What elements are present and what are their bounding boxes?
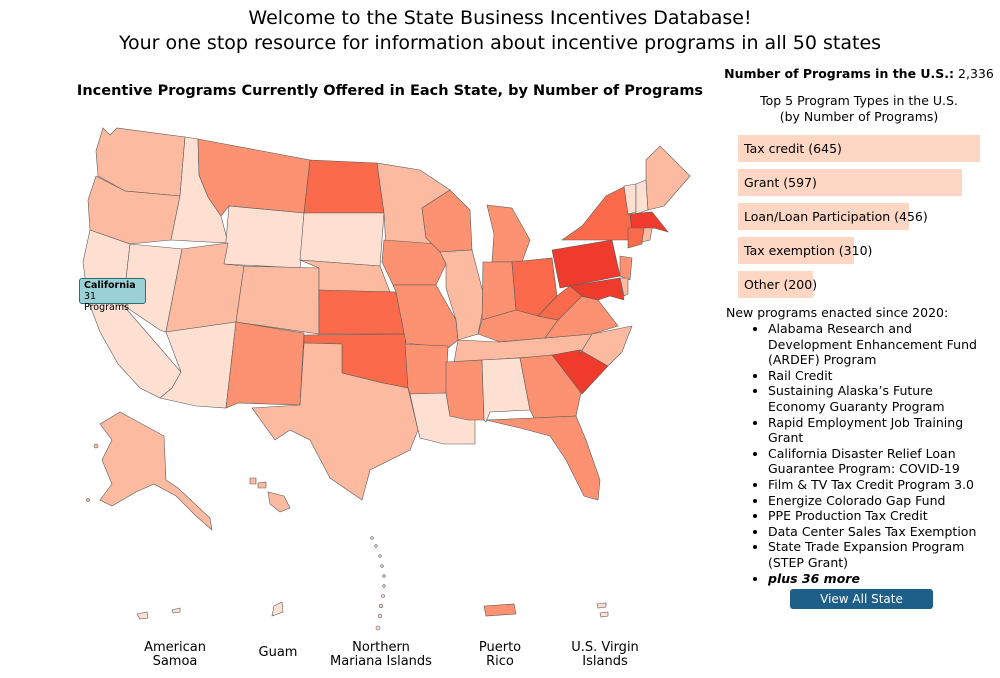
- label-american-samoa[interactable]: American Samoa: [144, 640, 206, 669]
- welcome-subtitle: Your one stop resource for information a…: [118, 32, 882, 54]
- territory-northern-mariana[interactable]: [370, 536, 386, 631]
- state-florida[interactable]: [485, 415, 601, 501]
- total-programs-value: 2,336: [958, 66, 994, 81]
- new-program-item[interactable]: Rail Credit: [768, 368, 994, 384]
- state-rhode-island[interactable]: [641, 227, 653, 243]
- new-programs-title: New programs enacted since 2020:: [726, 305, 949, 320]
- tooltip-program-count: 31 Programs: [84, 291, 130, 313]
- state-texas[interactable]: [251, 342, 419, 501]
- program-type-bar[interactable]: Tax exemption (310): [738, 237, 872, 264]
- territory-puerto-rico[interactable]: [483, 603, 517, 617]
- top5-title: Top 5 Program Types in the U.S. (by Numb…: [724, 93, 994, 125]
- alaska-island: [86, 498, 90, 502]
- state-oregon[interactable]: [87, 175, 181, 245]
- state-maine[interactable]: [645, 145, 691, 211]
- program-type-bar[interactable]: Grant (597): [738, 169, 962, 196]
- state-kansas[interactable]: [318, 289, 406, 335]
- top5-title-line1: Top 5 Program Types in the U.S.: [760, 93, 958, 108]
- alaska-island: [93, 443, 99, 449]
- territory-american-samoa[interactable]: [136, 611, 149, 620]
- new-program-item[interactable]: State Trade Expansion Program (STEP Gran…: [768, 539, 994, 570]
- program-type-bar[interactable]: Loan/Loan Participation (456): [738, 203, 928, 230]
- welcome-title: Welcome to the State Business Incentives…: [248, 7, 752, 29]
- territory-guam[interactable]: [271, 601, 284, 617]
- territory-virgin-islands[interactable]: [596, 602, 607, 609]
- more-programs-link[interactable]: plus 36 more: [768, 571, 994, 587]
- sidebar: Number of Programs in the U.S.: 2,336 To…: [724, 66, 994, 586]
- tooltip-state-name: California: [84, 280, 136, 291]
- state-tooltip: California 31 Programs: [79, 278, 146, 313]
- new-program-item[interactable]: Alabama Research and Development Enhance…: [768, 321, 994, 368]
- state-new-york[interactable]: [561, 185, 633, 241]
- state-alaska[interactable]: [99, 411, 213, 531]
- top5-title-line2: (by Number of Programs): [779, 109, 939, 124]
- total-programs: Number of Programs in the U.S.: 2,336: [724, 66, 994, 81]
- state-mississippi[interactable]: [445, 359, 485, 421]
- new-program-item[interactable]: PPE Production Tax Credit: [768, 508, 994, 524]
- state-delaware[interactable]: [619, 277, 629, 297]
- label-puerto-rico[interactable]: Puerto Rico: [478, 640, 522, 669]
- program-type-bar[interactable]: Tax credit (645): [738, 135, 980, 162]
- view-all-programs-button[interactable]: View All State Programs: [790, 589, 933, 626]
- new-program-item[interactable]: Data Center Sales Tax Exemption: [768, 524, 994, 540]
- state-north-dakota[interactable]: [303, 159, 385, 214]
- total-programs-label: Number of Programs in the U.S.:: [724, 66, 955, 81]
- state-montana[interactable]: [197, 138, 311, 217]
- new-program-item[interactable]: California Disaster Relief Loan Guarante…: [768, 446, 994, 477]
- state-massachusetts[interactable]: [629, 211, 669, 233]
- state-new-jersey[interactable]: [619, 255, 633, 281]
- label-northern-mariana[interactable]: Northern Mariana Islands: [330, 640, 432, 669]
- state-michigan[interactable]: [486, 204, 531, 263]
- hawaii-island: [257, 481, 267, 489]
- program-type-bars: Tax credit (645) Grant (597) Loan/Loan Par…: [738, 135, 994, 298]
- page-header: Welcome to the State Business Incentives…: [0, 6, 1000, 56]
- state-connecticut[interactable]: [627, 227, 645, 249]
- label-virgin-islands[interactable]: U.S. Virgin Islands: [571, 640, 639, 669]
- new-program-item[interactable]: Rapid Employment Job Training Grant: [768, 415, 994, 446]
- new-program-item[interactable]: Energize Colorado Gap Fund: [768, 493, 994, 509]
- new-program-item[interactable]: Film & TV Tax Credit Program 3.0: [768, 477, 994, 493]
- american-samoa-island: [171, 607, 181, 614]
- us-state-map: [82, 127, 691, 631]
- virgin-islands-island: [599, 611, 609, 618]
- state-missouri[interactable]: [392, 284, 459, 349]
- program-type-bar[interactable]: Other (200): [738, 271, 817, 298]
- map-title: Incentive Programs Currently Offered in …: [76, 83, 704, 99]
- state-arkansas[interactable]: [404, 343, 449, 395]
- new-program-item[interactable]: Sustaining Alaska’s Future Economy Guara…: [768, 383, 994, 414]
- state-hawaii[interactable]: [267, 491, 291, 513]
- state-new-mexico[interactable]: [225, 321, 305, 409]
- label-guam[interactable]: Guam: [258, 645, 298, 660]
- new-programs-list: Alabama Research and Development Enhance…: [724, 321, 994, 586]
- state-south-dakota[interactable]: [299, 212, 385, 267]
- hawaii-island: [249, 477, 257, 485]
- state-wyoming[interactable]: [223, 205, 305, 269]
